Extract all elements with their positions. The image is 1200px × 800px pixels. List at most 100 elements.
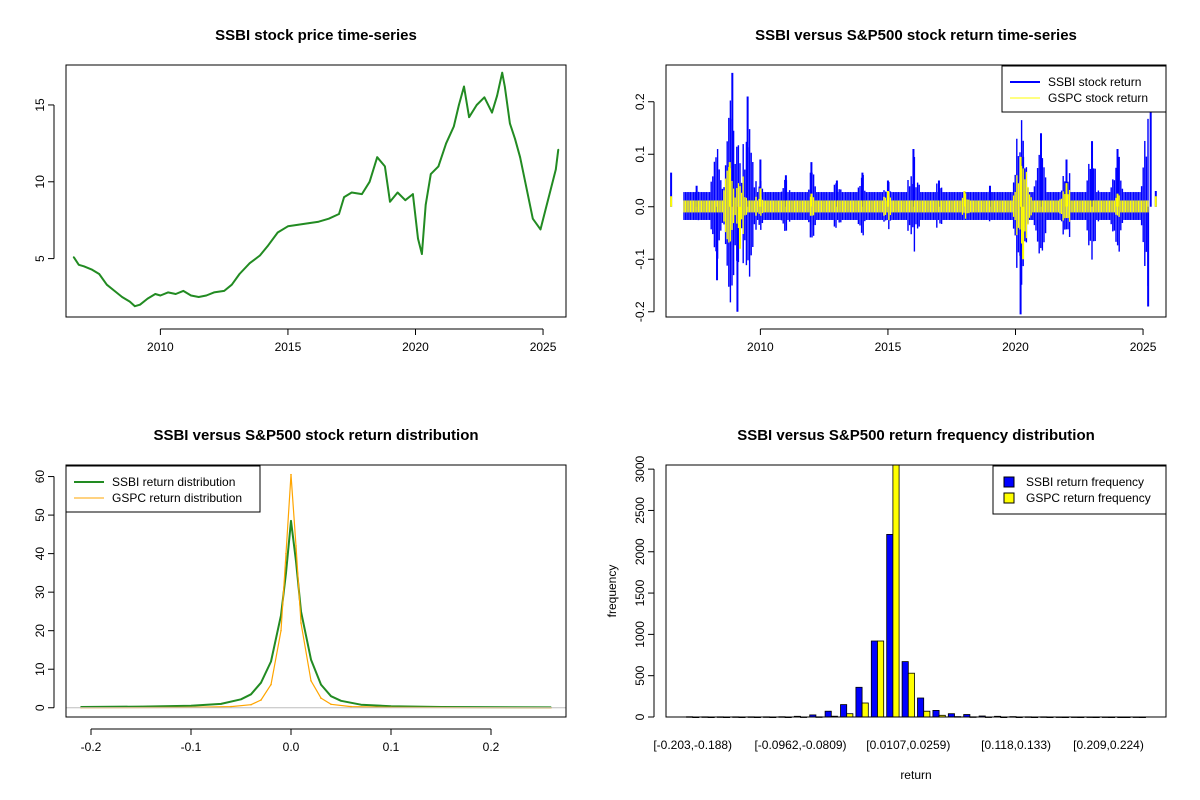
y-tick-label: 1000 (633, 621, 647, 648)
data-point (270, 683, 272, 686)
x-tick-label: 0.0 (283, 740, 300, 754)
bar-gspc (923, 710, 931, 718)
data-point (544, 208, 547, 211)
x-tick-label: 0.1 (383, 740, 400, 754)
series-line-1 (72, 71, 560, 308)
data-point (557, 148, 560, 151)
data-point (139, 303, 141, 306)
data-point (421, 253, 423, 255)
data-point (532, 217, 534, 220)
x-category-label: [0.209,0.224) (1073, 738, 1144, 752)
data-point (190, 705, 192, 707)
data-point (287, 225, 289, 228)
bar-ssbi (840, 704, 848, 718)
data-point (307, 222, 310, 225)
chart-panel-1: SSBI stock price time-series 2010 2015 2020… (33, 27, 567, 354)
data-point (285, 552, 287, 555)
data-point (240, 698, 242, 701)
y-tick-label: 3000 (633, 455, 647, 482)
data-point (174, 293, 177, 295)
y-tick-label: 0.2 (633, 93, 647, 110)
bar-gspc (892, 464, 900, 718)
y-tick-label: 10 (33, 175, 47, 189)
data-point (343, 196, 345, 198)
plot-frame (665, 64, 1167, 318)
data-point (230, 705, 232, 708)
plot-frame (65, 64, 567, 318)
data-point (340, 700, 342, 702)
data-point (458, 104, 460, 106)
bar-ssbi (855, 686, 863, 718)
data-point (503, 85, 506, 88)
data-point (280, 629, 282, 632)
x-tick-label: 2020 (402, 340, 429, 354)
legend-swatch (1003, 476, 1015, 488)
legend-label: GSPC return frequency (1026, 491, 1151, 505)
data-point (524, 180, 526, 183)
y-tick-label: 1500 (633, 579, 647, 606)
plot-area (72, 71, 560, 308)
data-point (496, 94, 498, 97)
x-tick-label: 2015 (875, 340, 902, 354)
data-point (285, 572, 287, 574)
data-point (412, 193, 414, 195)
data-point (260, 699, 262, 701)
chart-panel-4: SSBI versus S&P500 return frequency dist… (605, 427, 1167, 782)
x-tick-label: -0.1 (181, 740, 202, 754)
legend-box (1001, 65, 1167, 113)
data-point (509, 122, 511, 125)
y-tick-label: 40 (33, 547, 47, 561)
x-tick-label: -0.2 (81, 740, 102, 754)
data-point (290, 473, 292, 476)
data-point (259, 254, 261, 257)
y-tick-label: 60 (33, 470, 47, 484)
data-point (190, 294, 192, 297)
legend-label: GSPC return distribution (112, 491, 242, 505)
bar-ssbi (917, 697, 925, 718)
bar-ssbi (886, 534, 894, 718)
series-line-1 (80, 519, 552, 709)
data-point (128, 300, 131, 303)
data-point (360, 703, 362, 706)
data-point (396, 191, 399, 194)
y-tick-label: 0.1 (633, 146, 647, 163)
y-tick-label: 15 (33, 98, 47, 112)
data-point (182, 290, 185, 292)
data-point (368, 180, 371, 183)
data-point (266, 245, 269, 248)
x-category-label: [-0.0962,-0.0809) (754, 738, 846, 752)
plot-frame (665, 464, 1167, 718)
y-tick-label: 30 (33, 585, 47, 599)
data-point (250, 693, 252, 696)
data-point (134, 305, 136, 308)
data-point (468, 116, 470, 119)
data-point (463, 85, 465, 88)
bar-ssbi (870, 640, 878, 718)
data-point (390, 705, 392, 708)
data-point (384, 165, 386, 168)
y-tick-label: 0.0 (633, 198, 647, 215)
x-category-label: [0.118,0.133) (981, 738, 1051, 752)
bar-gspc (861, 702, 869, 718)
legend-box (65, 465, 261, 513)
data-point (350, 705, 352, 708)
x-tick-label: 2010 (747, 340, 774, 354)
data-point (310, 658, 312, 661)
chart-title: SSBI versus S&P500 return frequency dist… (737, 427, 1095, 444)
y-tick-label: -0.2 (633, 301, 647, 322)
y-tick-label: 5 (33, 255, 47, 262)
data-point (146, 297, 149, 300)
plot-area (66, 473, 566, 709)
y-tick-label: 0 (33, 704, 47, 711)
data-point (320, 683, 322, 686)
x-category-label: [0.0107,0.0259) (866, 738, 950, 752)
x-tick-label: 2020 (1002, 340, 1029, 354)
plot-area (670, 72, 1157, 315)
data-point (77, 263, 80, 266)
x-axis-title: return (900, 768, 931, 782)
data-point (491, 111, 493, 114)
y-axis-title: frequency (605, 565, 619, 618)
data-point (554, 168, 557, 171)
data-point (429, 173, 432, 175)
